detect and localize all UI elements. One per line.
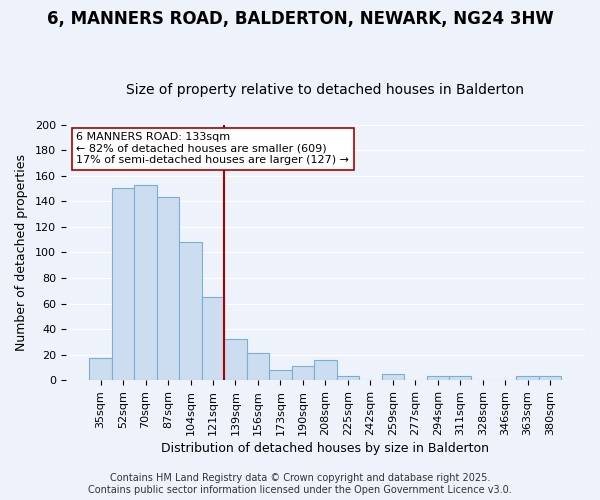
X-axis label: Distribution of detached houses by size in Balderton: Distribution of detached houses by size … (161, 442, 490, 455)
Text: 6, MANNERS ROAD, BALDERTON, NEWARK, NG24 3HW: 6, MANNERS ROAD, BALDERTON, NEWARK, NG24… (47, 10, 553, 28)
Bar (292, 366, 314, 380)
Text: Contains HM Land Registry data © Crown copyright and database right 2025.
Contai: Contains HM Land Registry data © Crown c… (88, 474, 512, 495)
Bar (179, 242, 202, 380)
Bar (224, 340, 247, 380)
Bar (314, 360, 337, 380)
Title: Size of property relative to detached houses in Balderton: Size of property relative to detached ho… (127, 83, 524, 97)
Bar (382, 374, 404, 380)
Bar (337, 376, 359, 380)
Bar (449, 376, 472, 380)
Bar (202, 297, 224, 380)
Bar (269, 370, 292, 380)
Bar (134, 184, 157, 380)
Bar (157, 198, 179, 380)
Bar (247, 354, 269, 380)
Text: 6 MANNERS ROAD: 133sqm
← 82% of detached houses are smaller (609)
17% of semi-de: 6 MANNERS ROAD: 133sqm ← 82% of detached… (76, 132, 349, 166)
Bar (517, 376, 539, 380)
Bar (112, 188, 134, 380)
Y-axis label: Number of detached properties: Number of detached properties (15, 154, 28, 351)
Bar (539, 376, 562, 380)
Bar (89, 358, 112, 380)
Bar (427, 376, 449, 380)
